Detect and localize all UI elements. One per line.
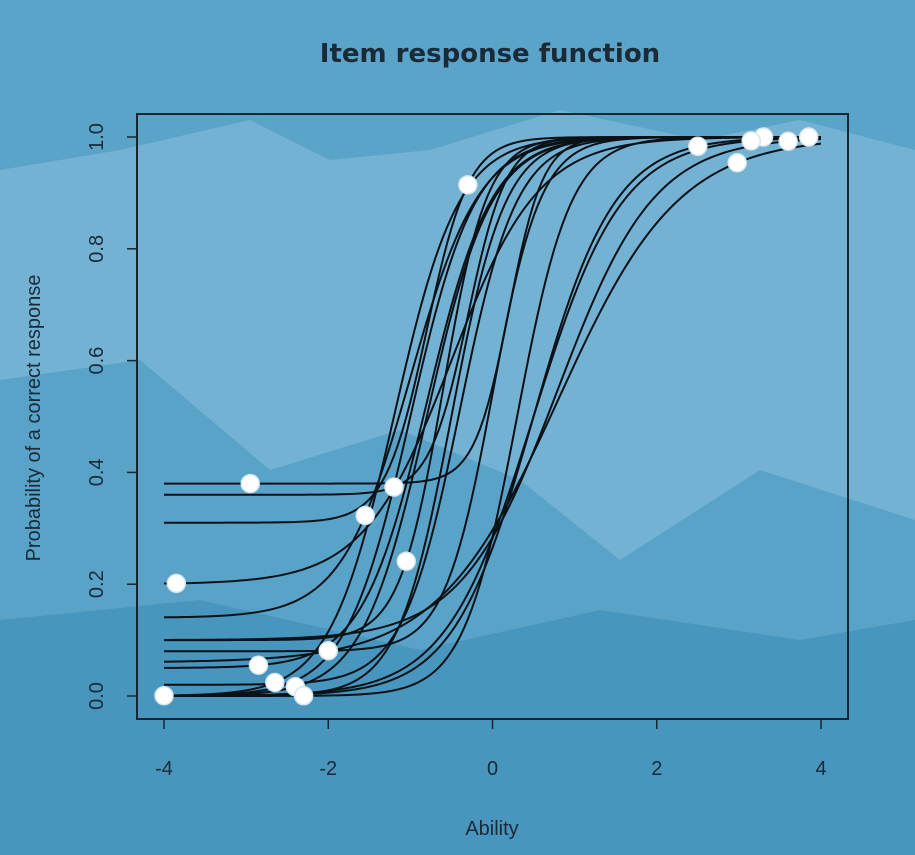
item-marker	[319, 642, 337, 660]
chart-title: Item response function	[320, 39, 660, 69]
item-marker-dot	[728, 154, 746, 172]
item-marker-dot	[241, 475, 259, 493]
item-marker-dot	[385, 478, 403, 496]
y-tick-label: 1.0	[86, 123, 108, 151]
item-marker	[249, 656, 267, 674]
item-marker	[459, 176, 477, 194]
item-marker	[167, 574, 185, 592]
item-marker-dot	[459, 176, 477, 194]
y-axis-label: Probability of a correct response	[23, 275, 45, 562]
item-marker-dot	[266, 673, 284, 691]
item-marker-dot	[155, 687, 173, 705]
x-axis-label: Ability	[465, 818, 518, 840]
item-marker-dot	[319, 642, 337, 660]
x-tick-label: 0	[487, 758, 498, 780]
item-marker	[385, 478, 403, 496]
x-tick-label: 2	[651, 758, 662, 780]
x-tick-label: 4	[815, 758, 826, 780]
item-marker-dot	[779, 132, 797, 150]
item-marker-dot	[356, 507, 374, 525]
item-marker	[295, 687, 313, 705]
y-tick-label: 0.4	[86, 458, 108, 486]
item-marker-dot	[397, 552, 415, 570]
x-tick-label: -4	[155, 758, 173, 780]
item-marker	[779, 132, 797, 150]
item-marker	[266, 673, 284, 691]
item-marker-dot	[295, 687, 313, 705]
item-marker-dot	[167, 574, 185, 592]
item-marker	[689, 137, 707, 155]
item-marker	[155, 687, 173, 705]
y-tick-label: 0.6	[86, 347, 108, 375]
item-marker-dot	[249, 656, 267, 674]
item-marker	[800, 128, 818, 146]
item-marker	[728, 154, 746, 172]
item-marker-dot	[742, 132, 760, 150]
item-marker	[742, 132, 760, 150]
item-marker-dot	[689, 137, 707, 155]
y-tick-label: 0.2	[86, 570, 108, 598]
x-tick-label: -2	[319, 758, 337, 780]
item-marker	[397, 552, 415, 570]
y-tick-label: 0.8	[86, 235, 108, 263]
item-marker	[356, 507, 374, 525]
y-tick-label: 0.0	[86, 682, 108, 710]
item-marker	[241, 475, 259, 493]
item-marker-dot	[800, 128, 818, 146]
